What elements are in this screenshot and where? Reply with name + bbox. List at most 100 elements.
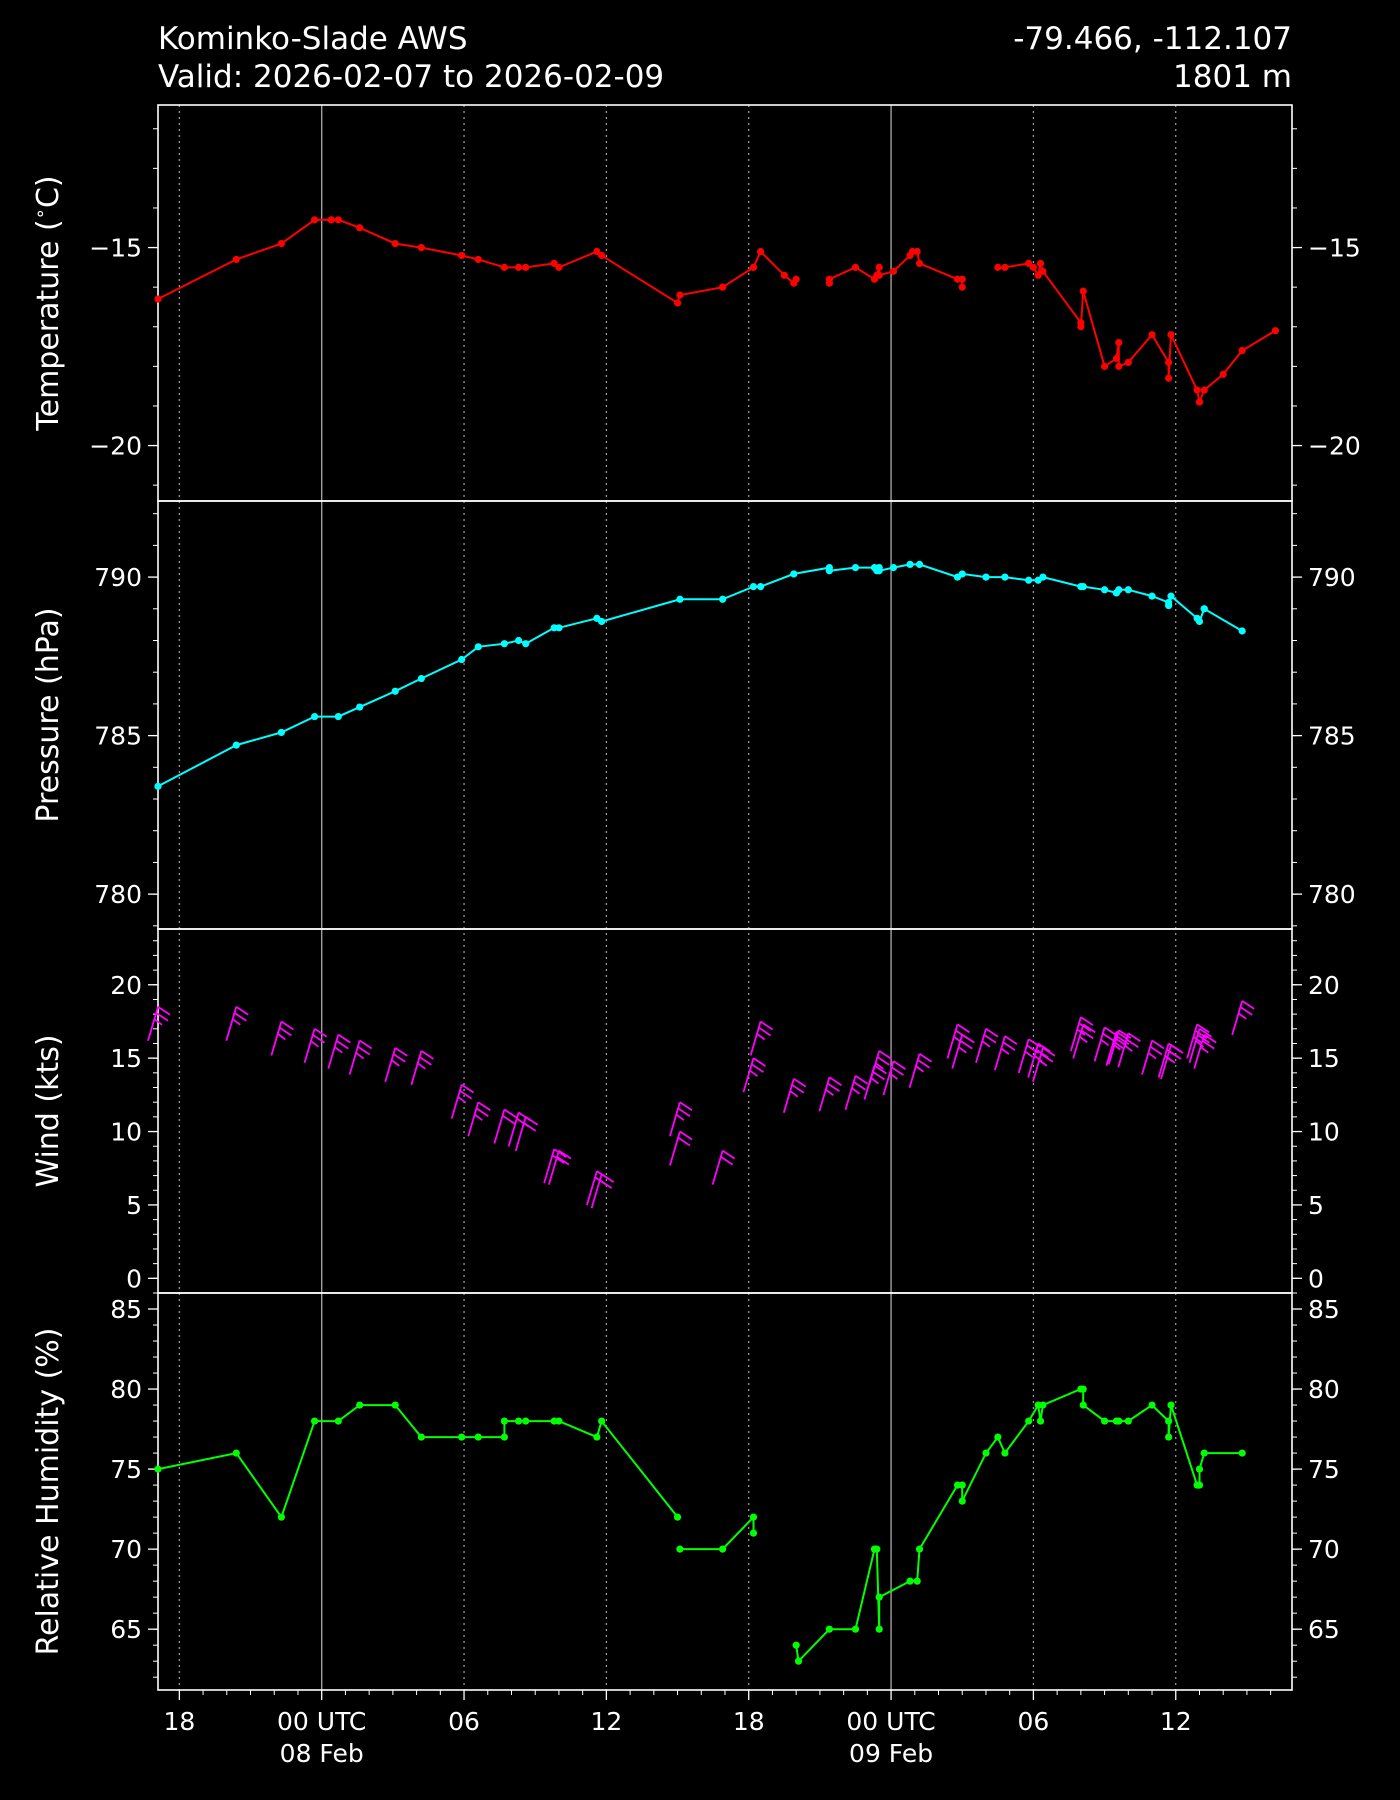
- wind-barb: [782, 1077, 807, 1113]
- pressure-point: [851, 563, 860, 572]
- y-tick-label: 790: [1308, 563, 1356, 592]
- humidity-line: [795, 1388, 1243, 1664]
- humidity-point: [825, 1625, 833, 1633]
- temperature-point: [515, 263, 523, 271]
- wind-barb: [994, 1035, 1018, 1071]
- pressure-point: [515, 636, 523, 645]
- temperature-point: [1148, 331, 1156, 339]
- pressure-point: [474, 643, 482, 651]
- x-tick-label: 06: [1018, 1707, 1050, 1736]
- wind-barb: [742, 1057, 766, 1093]
- humidity-point: [873, 1545, 881, 1553]
- humidity-point: [958, 1481, 966, 1489]
- temperature-point: [474, 255, 482, 264]
- temperature-point: [1219, 370, 1227, 378]
- temperature-point: [958, 275, 966, 283]
- wind-barb: [951, 1033, 975, 1069]
- temperature-point: [1193, 386, 1201, 394]
- temperature-point: [417, 243, 425, 252]
- station-coordinates: -79.466, -112.107: [1013, 21, 1292, 57]
- humidity-point: [1039, 1401, 1047, 1409]
- temperature-point: [1036, 259, 1045, 267]
- pressure-point: [1115, 586, 1123, 594]
- y-tick-label: 10: [110, 1118, 142, 1147]
- pressure-point: [1167, 592, 1175, 600]
- x-tick-label: 00 UTC: [277, 1707, 366, 1736]
- x-tick-date-label: 08 Feb: [280, 1739, 364, 1768]
- pressure-point: [906, 560, 914, 569]
- y-tick-label: 790: [94, 563, 142, 592]
- humidity-point: [958, 1497, 966, 1505]
- temperature-point: [792, 275, 800, 283]
- humidity-point: [1100, 1417, 1109, 1425]
- humidity-point: [749, 1529, 758, 1537]
- humidity-point: [1165, 1433, 1173, 1441]
- humidity-point: [915, 1545, 924, 1553]
- y-tick-label: 85: [110, 1295, 142, 1324]
- x-tick-date-label: 09 Feb: [849, 1739, 933, 1768]
- pressure-point: [500, 640, 508, 648]
- humidity-point: [417, 1433, 425, 1441]
- humidity-point: [334, 1417, 342, 1425]
- wind-barb: [543, 1148, 567, 1184]
- pressure-axes-frame: [157, 500, 1293, 930]
- pressure-point: [676, 595, 684, 603]
- wind-barb: [514, 1116, 539, 1152]
- valid-range: Valid: 2026-02-07 to 2026-02-09: [158, 59, 665, 95]
- wind-barb: [327, 1033, 351, 1069]
- wind-barb: [493, 1108, 517, 1144]
- station-name: Kominko-Slade AWS: [158, 21, 468, 57]
- pressure-point: [232, 741, 240, 749]
- temperature-point: [1271, 327, 1279, 335]
- pressure-point: [154, 782, 162, 790]
- wind-barb: [303, 1028, 328, 1064]
- temperature-point: [550, 259, 558, 267]
- y-tick-label: −20: [1308, 432, 1361, 461]
- wind-barb: [410, 1050, 434, 1086]
- humidity-point: [232, 1449, 240, 1457]
- humidity-point: [994, 1433, 1002, 1441]
- wind-barb: [818, 1076, 842, 1112]
- humidity-point: [1124, 1417, 1132, 1425]
- humidity-point: [356, 1401, 364, 1409]
- wind-barb: [1032, 1047, 1056, 1083]
- pressure-point: [1200, 605, 1208, 613]
- humidity-point: [794, 1657, 803, 1665]
- y-tick-label: 65: [110, 1615, 142, 1644]
- y-tick-label: 780: [94, 880, 142, 909]
- y-tick-label: −15: [1308, 234, 1361, 263]
- temperature-point: [1115, 362, 1123, 370]
- temperature-point: [1167, 331, 1175, 339]
- temperature-point: [1238, 346, 1246, 355]
- temperature-line: [997, 262, 1276, 406]
- wind-barb: [1141, 1039, 1165, 1075]
- temperature-point: [555, 263, 563, 271]
- x-tick-label: 00 UTC: [846, 1707, 935, 1736]
- x-tick-label: 12: [1160, 1707, 1192, 1736]
- humidity-point: [676, 1545, 684, 1553]
- temperature-point: [875, 263, 883, 271]
- temperature-point: [958, 283, 966, 291]
- wind-barb: [270, 1020, 294, 1056]
- wind-axis-label: Wind (kts): [31, 1034, 66, 1187]
- x-tick-label: 18: [733, 1707, 765, 1736]
- x-tick-label: 12: [590, 1707, 622, 1736]
- wind-barb: [1231, 1000, 1255, 1036]
- y-tick-label: 75: [110, 1455, 142, 1484]
- pressure-point: [875, 567, 883, 575]
- pressure-point: [277, 728, 285, 737]
- temperature-point: [277, 240, 285, 248]
- humidity-point: [500, 1433, 508, 1441]
- temperature-point: [1115, 339, 1123, 347]
- pressure-line: [157, 563, 1243, 788]
- wind-barb: [450, 1083, 475, 1119]
- pressure-point: [749, 583, 758, 591]
- pressure-point: [790, 570, 798, 578]
- y-tick-label: 785: [94, 722, 142, 751]
- humidity-point: [154, 1465, 162, 1473]
- wind-barb: [1160, 1044, 1184, 1080]
- temperature-point: [1195, 398, 1204, 406]
- temperature-axis-label: Temperature (∘C): [30, 175, 66, 431]
- temperature-point: [593, 247, 601, 256]
- temperature-point: [889, 267, 898, 275]
